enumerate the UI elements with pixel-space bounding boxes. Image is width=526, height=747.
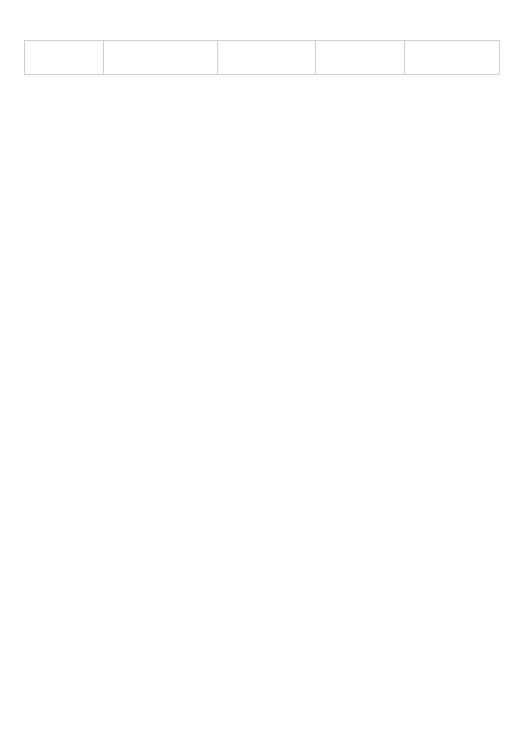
header-cell-obs2 — [315, 40, 405, 75]
comparison-table — [24, 40, 500, 75]
header-cell-yield — [103, 40, 218, 75]
header-cell-obs1 — [217, 40, 316, 75]
header-cell-empty — [24, 40, 104, 75]
header-cell-fw — [404, 40, 500, 75]
header-row — [24, 40, 500, 75]
